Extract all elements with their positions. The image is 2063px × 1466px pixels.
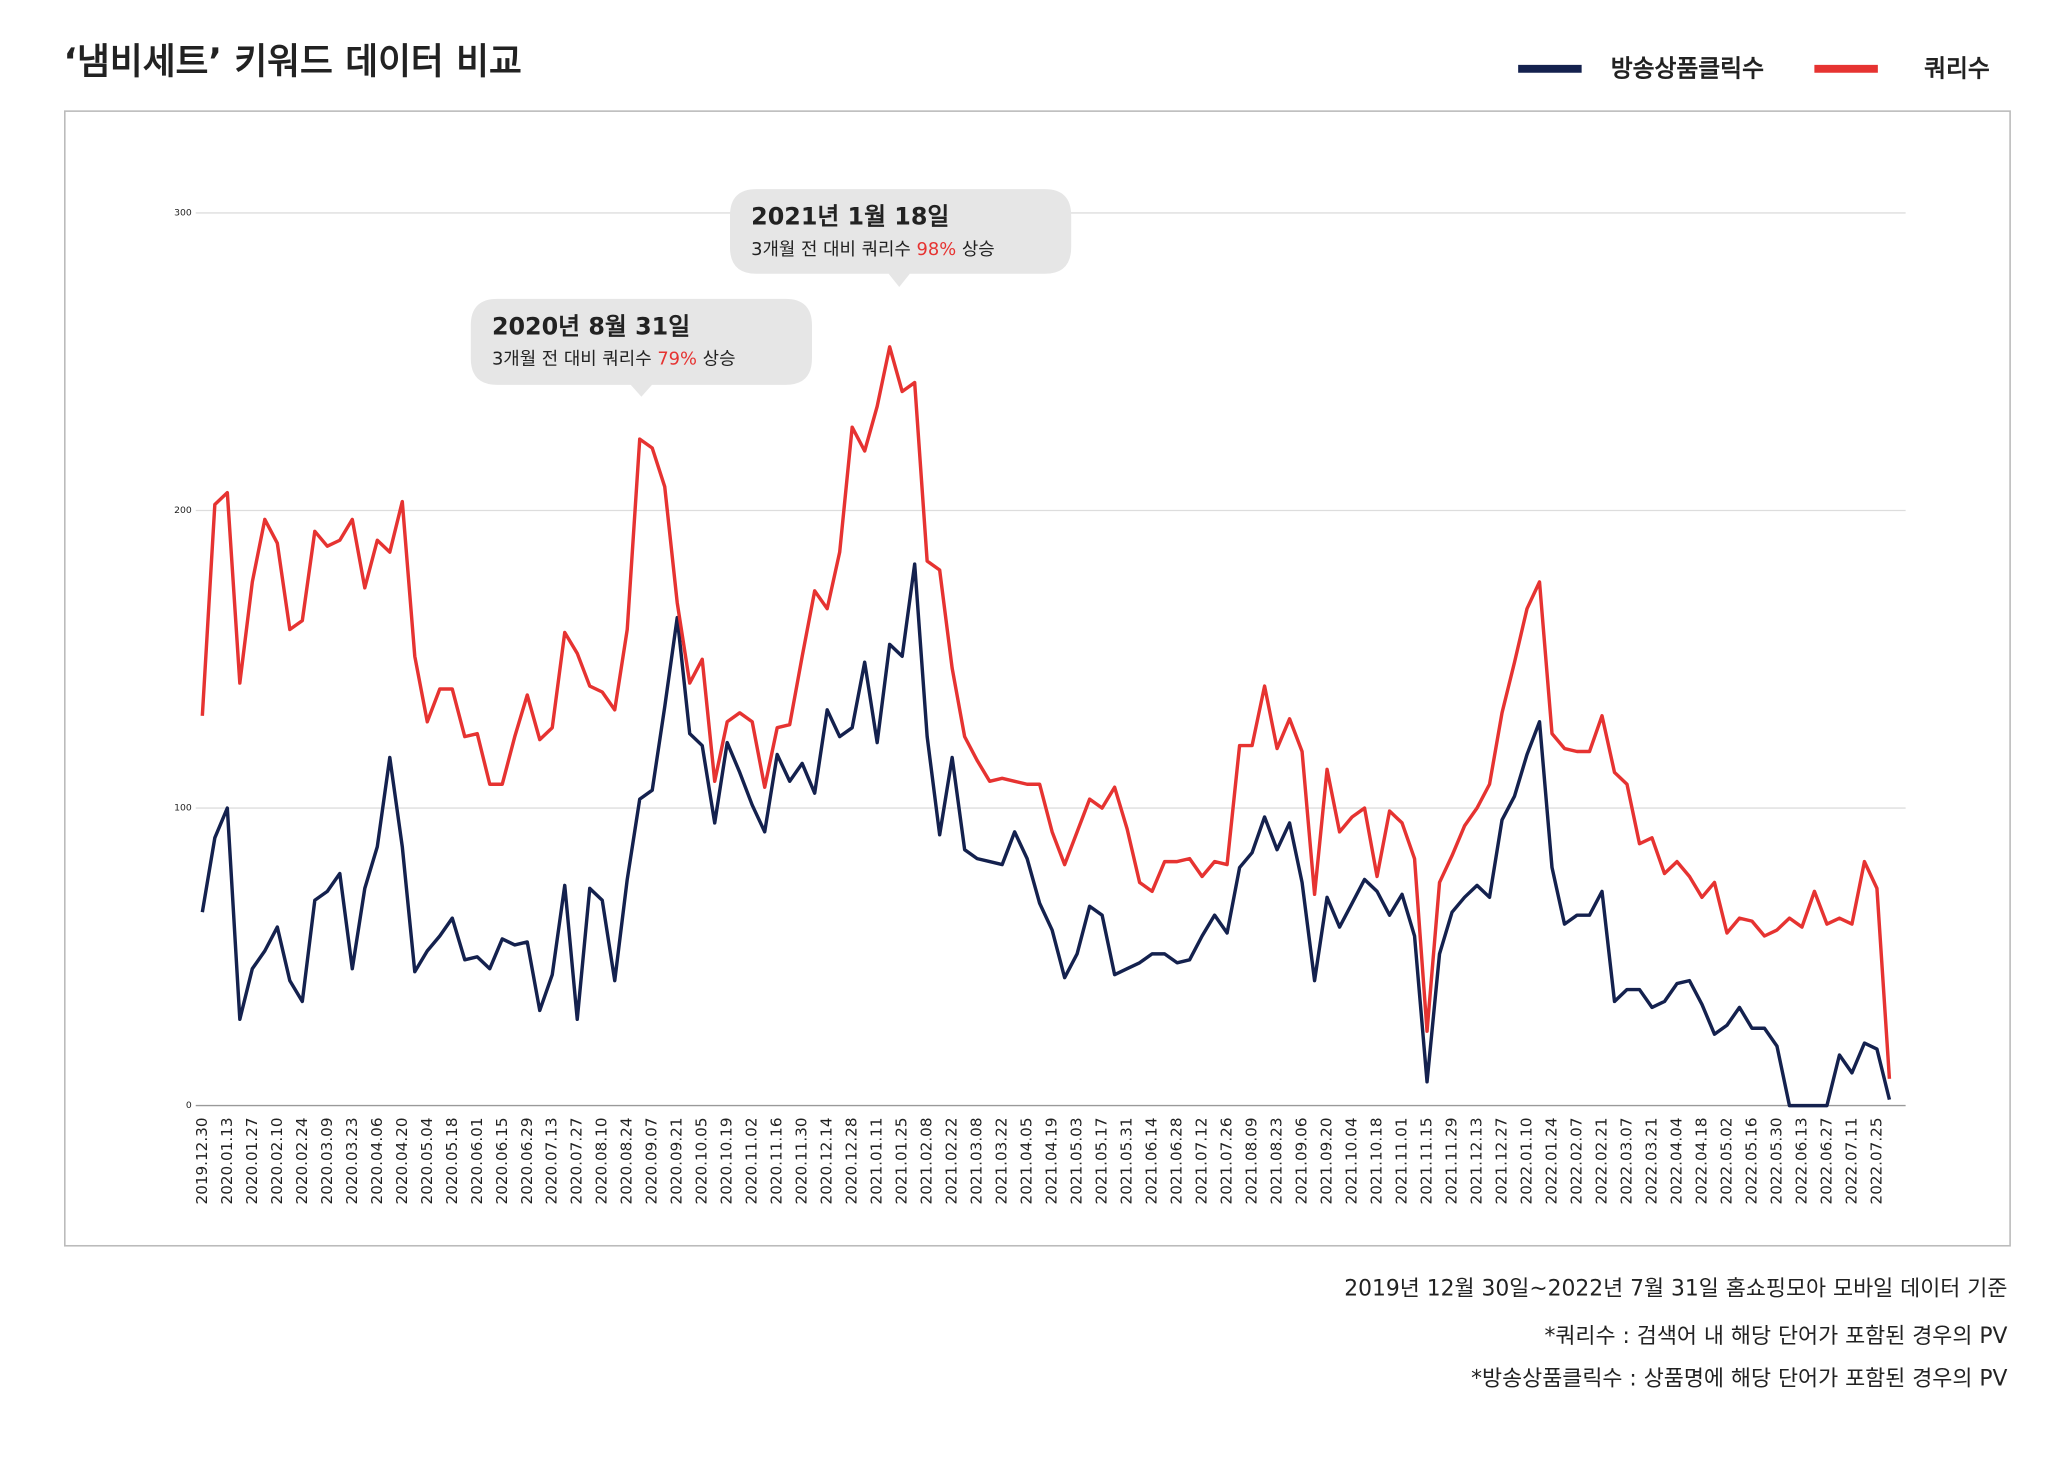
x-tick-label: 2022.04.04 [1667, 1117, 1685, 1204]
callout-bubble [729, 189, 1072, 288]
callout-highlight: 98% [917, 239, 957, 260]
x-tick-label: 2020.10.19 [718, 1117, 736, 1204]
x-tick-label: 2020.12.14 [818, 1117, 836, 1204]
x-tick-label: 2021.11.15 [1418, 1117, 1436, 1204]
x-tick-label: 2021.07.26 [1218, 1117, 1236, 1204]
x-tick-label: 2021.01.25 [893, 1117, 911, 1204]
x-tick-label: 2021.05.03 [1068, 1117, 1086, 1204]
plot-frame [64, 110, 2011, 1247]
x-tick-label: 2022.05.02 [1717, 1117, 1735, 1204]
x-tick-label: 2021.03.22 [993, 1117, 1011, 1204]
x-tick-label: 2022.06.27 [1817, 1117, 1835, 1204]
y-tick-label: 100 [174, 803, 192, 814]
footnote: *쿼리수 : 검색어 내 해당 단어가 포함된 경우의 PV [1544, 1324, 2007, 1349]
callout-text-part: 3개월 전 대비 쿼리수 [492, 349, 657, 370]
x-tick-label: 2022.06.13 [1792, 1117, 1810, 1204]
x-tick-label: 2020.03.09 [318, 1117, 336, 1204]
callout-text: 3개월 전 대비 쿼리수 98% 상승 [751, 239, 995, 260]
x-tick-label: 2022.04.18 [1692, 1117, 1710, 1204]
x-tick-label: 2020.09.21 [668, 1117, 686, 1204]
callout-text-part: 3개월 전 대비 쿼리수 [751, 239, 916, 260]
x-tick-label: 2020.05.18 [443, 1117, 461, 1204]
x-tick-label: 2020.06.15 [493, 1117, 511, 1204]
callout-title: 2021년 1월 18일 [751, 203, 949, 231]
x-tick-label: 2020.07.27 [568, 1117, 586, 1204]
chart-title: ‘냄비세트’ 키워드 데이터 비교 [63, 42, 521, 83]
x-tick-label: 2021.06.28 [1168, 1117, 1186, 1204]
x-tick-label: 2020.11.30 [793, 1117, 811, 1204]
x-tick-label: 2021.08.09 [1243, 1117, 1261, 1204]
x-tick-label: 2020.04.06 [368, 1117, 386, 1204]
x-tick-label: 2021.11.01 [1393, 1117, 1411, 1204]
x-tick-label: 2021.10.04 [1343, 1117, 1361, 1204]
series-line [200, 562, 1892, 1108]
callout-text-part: 상승 [697, 349, 736, 370]
x-tick-label: 2020.11.16 [768, 1117, 786, 1204]
footnote: *방송상품클릭수 : 상품명에 해당 단어가 포함된 경우의 PV [1471, 1366, 2007, 1391]
x-tick-label: 2020.03.23 [343, 1117, 361, 1204]
x-tick-label: 2020.12.28 [843, 1117, 861, 1204]
x-tick-label: 2021.09.06 [1293, 1117, 1311, 1204]
x-tick-label: 2021.02.22 [943, 1117, 961, 1204]
x-tick-label: 2021.05.31 [1118, 1117, 1136, 1204]
x-tick-label: 2021.12.13 [1468, 1117, 1486, 1204]
x-tick-label: 2022.05.30 [1767, 1117, 1785, 1204]
x-tick-label: 2020.11.02 [743, 1117, 761, 1204]
callout-title: 2020년 8월 31일 [492, 313, 690, 341]
x-tick-label: 2021.04.05 [1018, 1117, 1036, 1204]
x-tick-label: 2022.07.25 [1867, 1117, 1885, 1204]
x-tick-label: 2021.10.18 [1368, 1117, 1386, 1204]
x-tick-label: 2022.03.21 [1642, 1117, 1660, 1204]
x-tick-label: 2020.01.27 [243, 1117, 261, 1204]
y-tick-label: 300 [174, 207, 192, 218]
x-tick-label: 2021.11.29 [1443, 1117, 1461, 1204]
x-tick-label: 2021.07.12 [1193, 1117, 1211, 1204]
x-tick-label: 2020.07.13 [543, 1117, 561, 1204]
x-tick-label: 2022.07.11 [1842, 1117, 1860, 1204]
callout-text: 3개월 전 대비 쿼리수 79% 상승 [492, 349, 736, 370]
x-tick-label: 2019.12.30 [193, 1117, 211, 1204]
x-tick-label: 2020.02.10 [268, 1117, 286, 1204]
x-tick-label: 2022.03.07 [1617, 1117, 1635, 1204]
x-tick-label: 2022.02.21 [1592, 1117, 1610, 1204]
x-tick-label: 2022.05.16 [1742, 1117, 1760, 1204]
legend-label: 쿼리수 [1924, 55, 1990, 83]
x-tick-label: 2021.02.08 [918, 1117, 936, 1204]
x-tick-label: 2020.06.29 [518, 1117, 536, 1204]
x-tick-label: 2021.12.27 [1493, 1117, 1511, 1204]
x-tick-label: 2021.06.14 [1143, 1117, 1161, 1204]
callout-bubble [470, 298, 812, 397]
x-tick-label: 2022.01.24 [1543, 1117, 1561, 1204]
x-tick-label: 2020.06.01 [468, 1117, 486, 1204]
x-tick-label: 2021.05.17 [1093, 1117, 1111, 1204]
x-tick-label: 2021.03.08 [968, 1117, 986, 1204]
x-tick-label: 2020.05.04 [418, 1117, 436, 1204]
x-tick-label: 2020.02.24 [293, 1117, 311, 1204]
x-tick-label: 2022.01.10 [1518, 1117, 1536, 1204]
x-tick-label: 2020.08.10 [593, 1117, 611, 1204]
x-tick-label: 2021.04.19 [1043, 1117, 1061, 1204]
callout-highlight: 79% [657, 349, 697, 370]
y-tick-label: 0 [186, 1100, 192, 1111]
footnote: 2019년 12월 30일~2022년 7월 31일 홈쇼핑모아 모바일 데이터… [1344, 1276, 2007, 1301]
y-tick-label: 200 [174, 505, 192, 516]
series-line [200, 345, 1892, 1079]
x-tick-label: 2021.08.23 [1268, 1117, 1286, 1204]
callout-text-part: 상승 [956, 239, 995, 260]
x-tick-label: 2020.09.07 [643, 1117, 661, 1204]
x-tick-label: 2022.02.07 [1568, 1117, 1586, 1204]
x-tick-label: 2020.08.24 [618, 1117, 636, 1204]
x-tick-label: 2020.01.13 [218, 1117, 236, 1204]
x-tick-label: 2020.10.05 [693, 1117, 711, 1204]
x-tick-label: 2020.04.20 [393, 1117, 411, 1204]
x-tick-label: 2021.01.11 [868, 1117, 886, 1204]
legend-label: 방송상품클릭수 [1611, 55, 1764, 83]
x-tick-label: 2021.09.20 [1318, 1117, 1336, 1204]
